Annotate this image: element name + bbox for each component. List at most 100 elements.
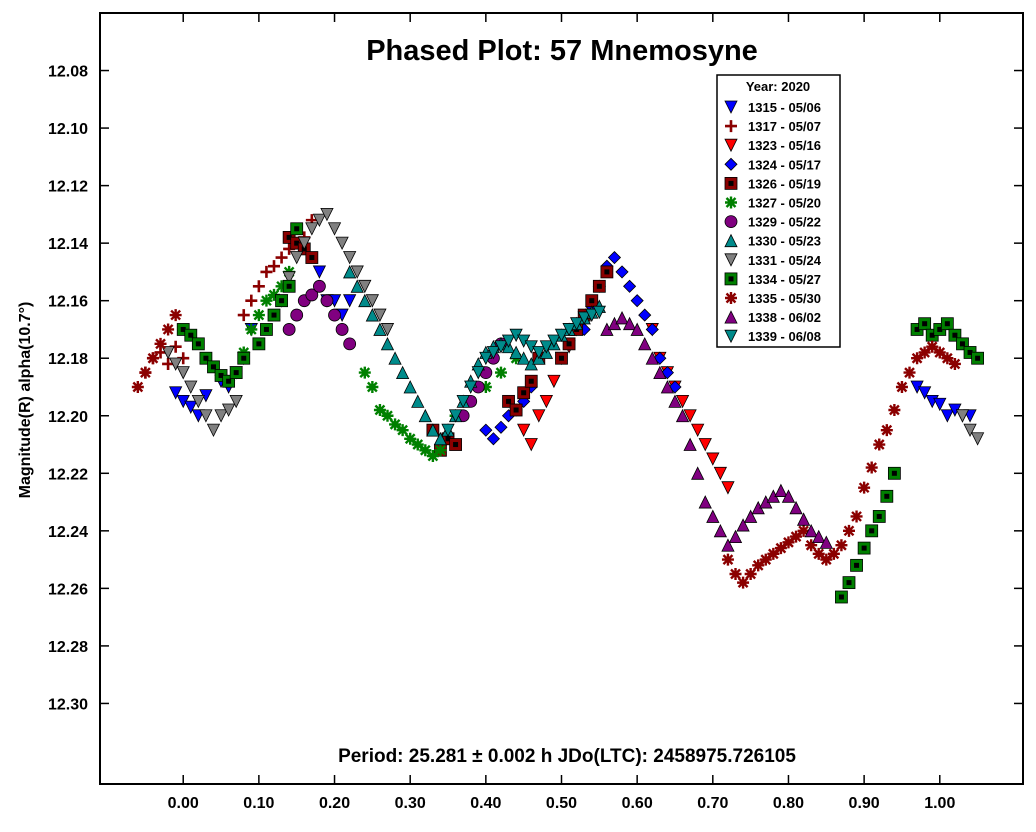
x-tick-label: 0.20	[319, 795, 350, 812]
data-point	[366, 380, 379, 393]
data-point	[456, 394, 470, 409]
data-point	[524, 374, 538, 388]
data-point	[782, 536, 795, 549]
data-point	[290, 308, 304, 322]
data-point	[819, 535, 833, 549]
data-point	[486, 346, 501, 360]
data-point	[835, 539, 848, 552]
data-point	[441, 423, 455, 438]
x-tick-label: 0.50	[546, 795, 577, 812]
data-point	[245, 323, 258, 336]
y-tick-label: 12.24	[48, 524, 88, 541]
data-point	[365, 294, 380, 308]
data-point	[305, 288, 319, 302]
data-point	[350, 279, 364, 293]
data-point	[592, 305, 606, 320]
data-point	[411, 438, 424, 451]
data-point	[774, 542, 787, 555]
data-point	[547, 334, 561, 348]
data-point	[721, 481, 735, 495]
data-point	[237, 351, 251, 365]
data-point	[941, 352, 954, 365]
data-point	[479, 351, 493, 366]
data-point	[191, 394, 205, 409]
data-point	[131, 380, 144, 393]
data-point	[532, 409, 546, 423]
data-point	[933, 397, 947, 412]
y-tick-label: 12.16	[48, 294, 88, 311]
data-point	[206, 423, 221, 438]
data-point	[645, 351, 659, 365]
data-point	[585, 308, 599, 322]
data-point	[320, 207, 334, 222]
data-point	[313, 279, 326, 293]
legend-marker	[724, 233, 738, 248]
data-point	[494, 340, 508, 354]
data-point	[547, 374, 561, 389]
data-point	[327, 222, 342, 236]
data-point	[653, 365, 667, 380]
x-tick-label: 0.00	[168, 795, 199, 812]
data-point	[767, 547, 780, 560]
x-tick-label: 0.80	[773, 795, 804, 812]
chart-title: Phased Plot: 57 Mnemosyne	[366, 35, 758, 67]
data-point	[320, 294, 334, 308]
data-point	[426, 450, 439, 463]
data-point	[297, 236, 311, 251]
data-point	[630, 294, 644, 308]
x-tick-label: 0.90	[849, 795, 880, 812]
data-point	[554, 328, 569, 343]
data-point	[963, 423, 977, 438]
data-point	[804, 523, 818, 538]
legend-entry: 1331 - 05/24	[748, 253, 822, 268]
data-point	[373, 322, 387, 336]
data-point	[865, 461, 878, 474]
data-point	[607, 250, 622, 265]
data-point	[418, 408, 432, 423]
data-point	[358, 293, 372, 308]
legend-marker	[725, 196, 737, 209]
data-point	[282, 279, 296, 293]
data-point	[737, 576, 750, 589]
legend-entry: 1339 - 06/08	[748, 329, 821, 344]
data-point	[312, 213, 327, 228]
period-footer: Period: 25.281 ± 0.002 h JDo(LTC): 24589…	[338, 746, 796, 767]
legend: Year: 2020 1315 - 05/06 1317 - 05/07 1323 …	[716, 74, 841, 348]
data-point	[955, 409, 970, 423]
data-point	[517, 351, 531, 365]
data-point	[373, 404, 386, 417]
data-point	[911, 352, 924, 365]
data-point	[539, 394, 554, 409]
legend-box	[716, 74, 841, 348]
data-point	[585, 294, 599, 308]
legend-marker	[724, 272, 738, 286]
data-point	[479, 380, 492, 393]
legend-marker	[724, 157, 738, 171]
data-point	[305, 251, 319, 264]
data-point	[971, 351, 985, 365]
data-point	[237, 309, 250, 322]
data-point	[403, 380, 417, 394]
data-point	[184, 400, 198, 415]
data-point	[706, 452, 720, 466]
x-axis-ticks: 0.00 0.10 0.20 0.30 0.40 0.50 0.60 0.70 0.80 0.90…	[168, 13, 955, 812]
data-point	[805, 539, 818, 552]
data-point	[539, 340, 554, 354]
data-point	[820, 553, 833, 566]
data-point	[790, 530, 803, 543]
data-point	[940, 409, 954, 423]
data-point	[660, 380, 675, 394]
data-point	[865, 524, 879, 538]
data-point	[343, 294, 357, 308]
data-point	[532, 346, 546, 360]
data-point	[918, 346, 931, 359]
data-point	[858, 481, 871, 494]
data-point	[449, 438, 462, 451]
data-point	[184, 380, 198, 394]
data-point	[630, 322, 644, 336]
data-point	[380, 323, 395, 337]
data-point	[139, 366, 152, 379]
data-point	[736, 518, 750, 532]
legend-marker	[724, 329, 738, 344]
data-point	[275, 294, 288, 308]
